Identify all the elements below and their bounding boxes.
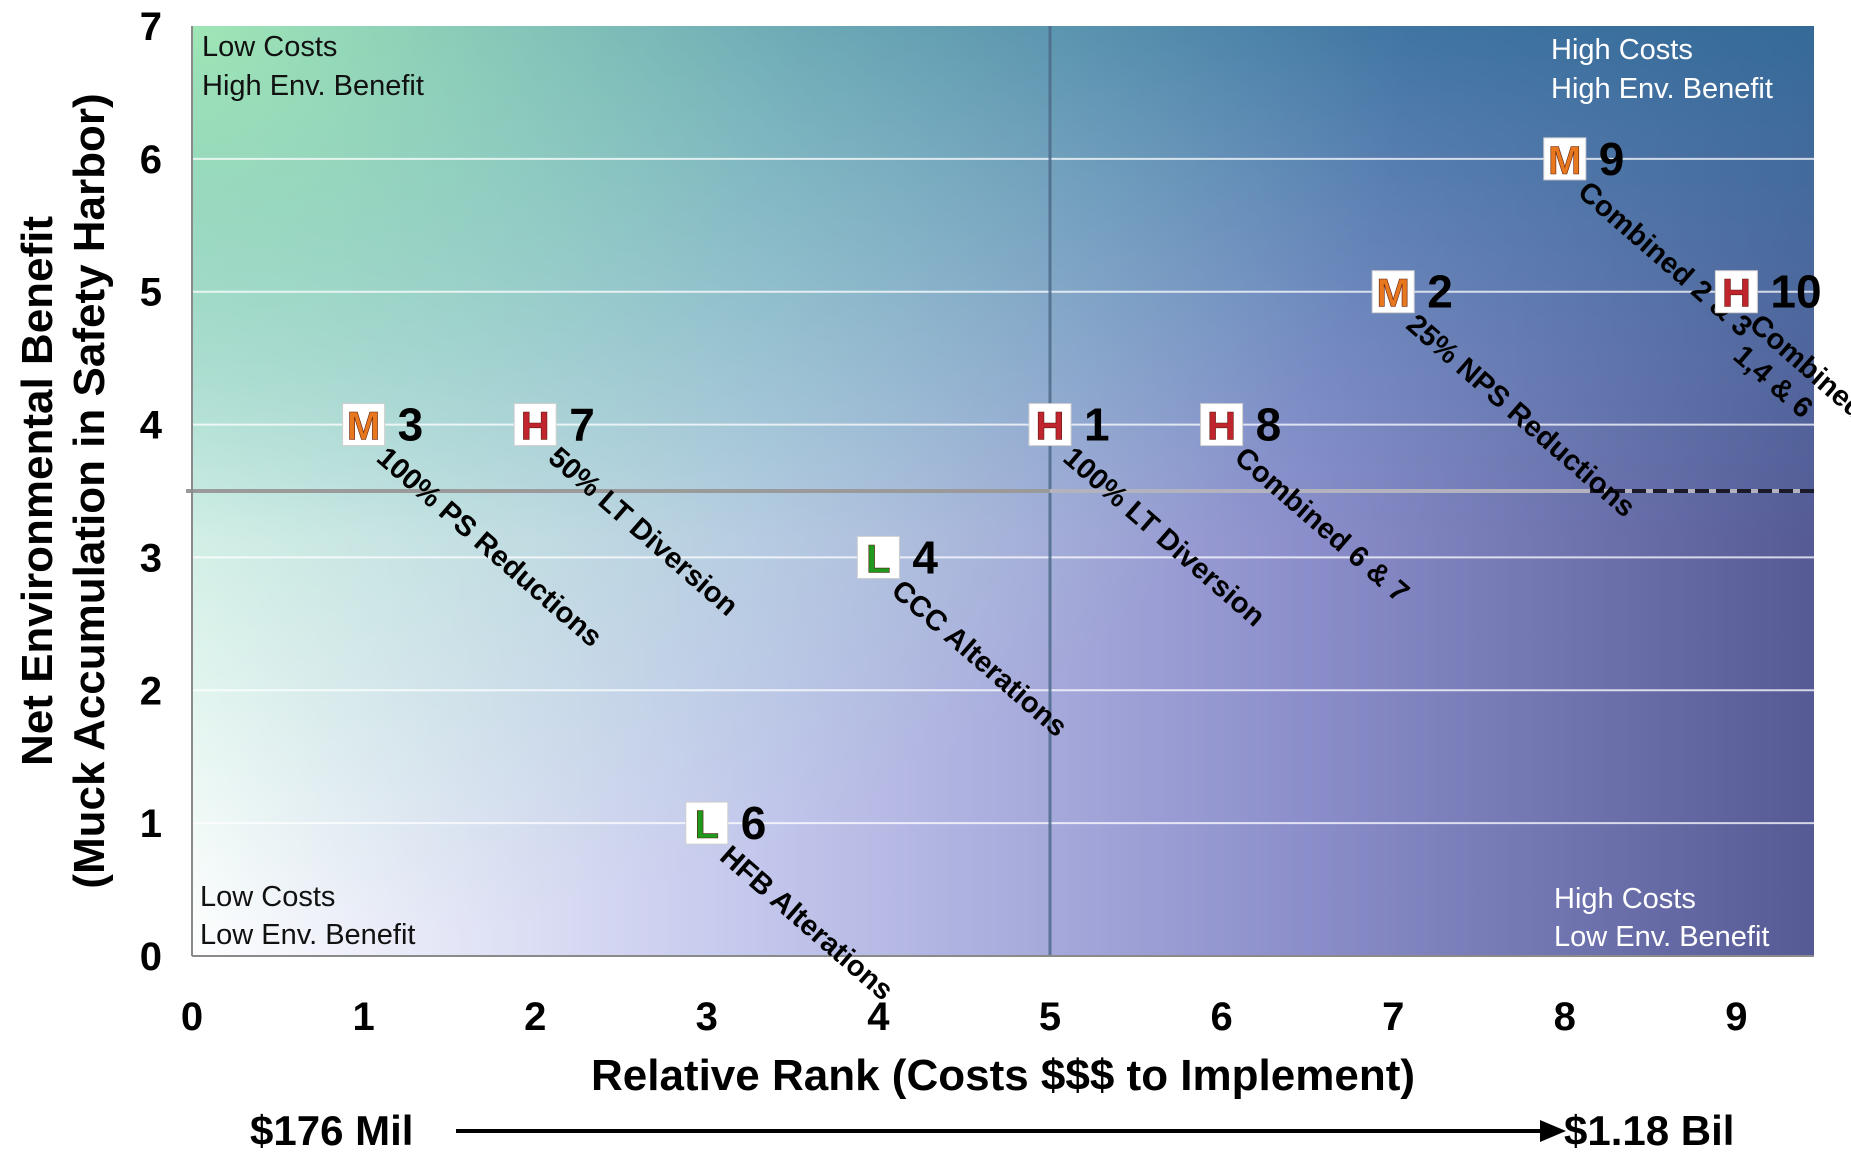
cost-low-label: $176 Mil bbox=[250, 1107, 413, 1152]
marker-badge-bg bbox=[1714, 270, 1758, 314]
y-tick-label: 4 bbox=[140, 404, 163, 448]
cost-high-label: $1.18 Bil bbox=[1564, 1107, 1734, 1152]
y-axis-title-line1: Net Environmental Benefit bbox=[13, 216, 62, 766]
marker-badge-letter: H bbox=[1722, 272, 1751, 316]
x-tick-labels: 0 1 2 3 4 5 6 7 8 9 bbox=[181, 995, 1748, 1039]
point-id-label: 9 bbox=[1599, 133, 1625, 185]
marker-badge-bg bbox=[342, 403, 386, 447]
marker-badge-bg bbox=[1543, 137, 1587, 181]
point-id-label: 1 bbox=[1084, 399, 1110, 451]
axes bbox=[191, 26, 1814, 957]
x-tick-label: 6 bbox=[1210, 995, 1232, 1039]
x-tick-label: 1 bbox=[352, 995, 374, 1039]
cost-scale: $176 Mil $1.18 Bil bbox=[250, 1107, 1734, 1152]
quadrant-label: High Costs bbox=[1554, 883, 1696, 915]
quadrant-top-left: Low Costs High Env. Benefit bbox=[202, 31, 424, 102]
x-axis-title: Relative Rank (Costs $$$ to Implement) bbox=[591, 1051, 1415, 1100]
y-tick-label: 3 bbox=[140, 536, 162, 580]
marker-badge-letter: L bbox=[866, 537, 890, 581]
x-tick-label: 7 bbox=[1382, 995, 1404, 1039]
quadrant-top-right: High Costs High Env. Benefit bbox=[1551, 34, 1773, 105]
x-tick-label: 3 bbox=[696, 995, 718, 1039]
marker-badge-bg bbox=[685, 801, 729, 845]
y-axis-title: Net Environmental Benefit (Muck Accumula… bbox=[13, 93, 114, 888]
marker-badge-bg bbox=[513, 403, 557, 447]
quadrant-label: High Env. Benefit bbox=[1551, 73, 1773, 105]
x-tick-label: 5 bbox=[1039, 995, 1061, 1039]
quadrant-label: Low Costs bbox=[202, 31, 337, 63]
point-id-label: 3 bbox=[398, 399, 424, 451]
point-id-label: 8 bbox=[1256, 399, 1282, 451]
point-id-label: 7 bbox=[569, 399, 595, 451]
point-id-label: 4 bbox=[912, 531, 938, 583]
x-tick-label: 4 bbox=[867, 995, 890, 1039]
x-tick-label: 0 bbox=[181, 995, 203, 1039]
y-tick-label: 5 bbox=[140, 271, 162, 315]
marker-badge-letter: M bbox=[1548, 139, 1581, 183]
quadrant-label: Low Costs bbox=[200, 881, 335, 913]
quadrant-bottom-left: Low Costs Low Env. Benefit bbox=[200, 881, 415, 951]
marker-badge-bg bbox=[1200, 403, 1244, 447]
point-id-label: 10 bbox=[1770, 266, 1821, 318]
y-axis-title-line2: (Muck Accumulation in Safety Harbor) bbox=[65, 93, 114, 888]
marker-badge-bg bbox=[1371, 270, 1415, 314]
y-tick-labels: 0 1 2 3 4 5 6 7 bbox=[140, 5, 163, 979]
quadrant-label: Low Env. Benefit bbox=[200, 919, 415, 951]
quadrant-bottom-right: High Costs Low Env. Benefit bbox=[1554, 883, 1769, 953]
point-id-label: 6 bbox=[741, 797, 767, 849]
point-id-label: 2 bbox=[1427, 266, 1453, 318]
marker-badge-bg bbox=[1028, 403, 1072, 447]
x-tick-label: 2 bbox=[524, 995, 546, 1039]
marker-badge-letter: H bbox=[521, 405, 550, 449]
quadrant-label: High Costs bbox=[1551, 34, 1693, 66]
reference-lines bbox=[186, 26, 1818, 956]
y-tick-label: 1 bbox=[140, 802, 162, 846]
marker-badge-letter: M bbox=[347, 405, 380, 449]
marker-badge-letter: H bbox=[1207, 405, 1236, 449]
marker-badge-bg bbox=[856, 535, 900, 579]
x-tick-label: 8 bbox=[1554, 995, 1576, 1039]
quadrant-label: Low Env. Benefit bbox=[1554, 921, 1769, 953]
quadrant-label: High Env. Benefit bbox=[202, 70, 424, 102]
marker-badge-letter: M bbox=[1377, 272, 1410, 316]
y-tick-label: 7 bbox=[140, 5, 162, 49]
x-tick-label: 9 bbox=[1725, 995, 1747, 1039]
cost-arrow-head bbox=[1540, 1120, 1566, 1142]
y-tick-label: 6 bbox=[140, 138, 162, 182]
y-tick-label: 2 bbox=[140, 669, 162, 713]
marker-badge-letter: L bbox=[695, 803, 719, 847]
y-tick-label: 0 bbox=[140, 935, 162, 979]
marker-badge-letter: H bbox=[1036, 405, 1065, 449]
